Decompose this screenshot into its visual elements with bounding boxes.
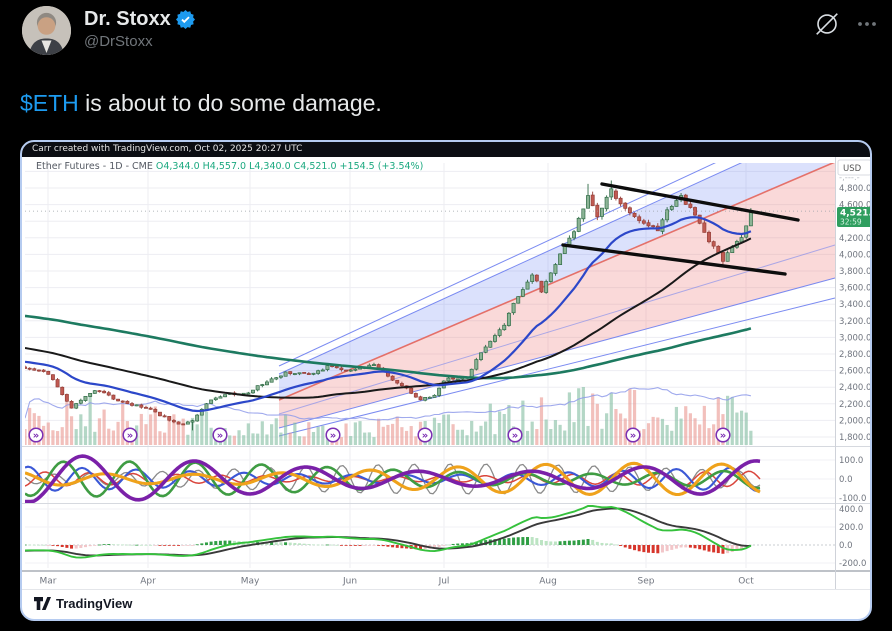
tradingview-watermark-text: TradingView — [56, 596, 133, 611]
svg-text:»: » — [630, 431, 636, 442]
fast-ma — [25, 216, 752, 413]
svg-text:Sep: Sep — [638, 577, 655, 587]
svg-text:»: » — [217, 431, 223, 442]
candlestick-series — [25, 180, 753, 431]
svg-text:3,600.0: 3,600.0 — [839, 284, 870, 294]
svg-text:-100.0: -100.0 — [839, 494, 866, 504]
svg-text:2,600.0: 2,600.0 — [839, 367, 870, 377]
verified-badge-icon — [175, 9, 195, 29]
last-price-badge: 4,521.032:59 — [837, 207, 870, 227]
svg-text:2,800.0: 2,800.0 — [839, 350, 870, 360]
tweet-body: is about to do some damage. — [78, 90, 382, 116]
handle: @DrStoxx — [84, 33, 153, 50]
chart-image[interactable]: Carr created with TradingView.com, Oct 0… — [20, 140, 872, 621]
display-name: Dr. Stoxx — [84, 8, 171, 30]
svg-text:0.0: 0.0 — [839, 475, 853, 485]
avatar[interactable] — [22, 6, 71, 55]
svg-text:»: » — [720, 431, 726, 442]
regression-channel — [278, 163, 836, 437]
svg-text:3,200.0: 3,200.0 — [839, 317, 870, 327]
svg-text:4,200.0: 4,200.0 — [839, 234, 870, 244]
svg-text:200.0: 200.0 — [839, 523, 863, 533]
svg-text:Aug: Aug — [539, 577, 557, 587]
svg-text:-,---.-: -,---.- — [839, 173, 860, 183]
svg-text:4,800.0: 4,800.0 — [839, 184, 870, 194]
grok-icon[interactable] — [814, 11, 840, 37]
chart-banner: Carr created with TradingView.com, Oct 0… — [22, 142, 870, 157]
flag-trendlines — [561, 182, 800, 276]
svg-text:2,200.0: 2,200.0 — [839, 400, 870, 410]
svg-text:Jul: Jul — [438, 577, 450, 587]
svg-text:USD: USD — [843, 164, 862, 174]
svg-text:2,400.0: 2,400.0 — [839, 383, 870, 393]
macd-signal-line — [25, 507, 751, 557]
time-axis[interactable]: Mar Apr May Jun Jul Aug Sep Oct — [40, 577, 755, 587]
svg-text:3,400.0: 3,400.0 — [839, 300, 870, 310]
svg-text:4,521.0: 4,521.0 — [840, 209, 870, 219]
tweet-text: $ETH is about to do some damage. — [20, 89, 872, 117]
macd-histogram — [25, 505, 753, 559]
svg-text:4,600.0: 4,600.0 — [839, 201, 870, 211]
svg-text:»: » — [512, 431, 518, 442]
tweet-header: Dr. Stoxx @DrStoxx — [22, 6, 878, 55]
svg-text:Oct: Oct — [738, 577, 754, 587]
avatar-photo — [22, 6, 71, 55]
symbol-legend: Ether Futures - 1D - CME O4,344.0 H4,557… — [36, 161, 423, 172]
svg-text:May: May — [241, 577, 260, 587]
svg-text:Apr: Apr — [140, 577, 156, 587]
volume-series — [25, 387, 753, 445]
symbol-name: Ether Futures - 1D - CME — [36, 161, 153, 172]
green-cycle — [25, 460, 761, 498]
svg-text:100.0: 100.0 — [839, 456, 863, 466]
ohlc-values: O4,344.0 H4,557.0 L4,340.0 C4,521.0 +154… — [155, 161, 424, 172]
tradingview-logo-icon — [34, 596, 51, 610]
svg-text:0.0: 0.0 — [839, 541, 853, 551]
cashtag-link[interactable]: $ETH — [20, 90, 79, 116]
tweet-actions — [814, 6, 878, 37]
price-axis[interactable]: USD-,---.-4,800.0 4,600.0 4,200.0 4,000.0 3,… — [837, 159, 870, 569]
svg-text:Jun: Jun — [342, 577, 357, 587]
svg-text:3,000.0: 3,000.0 — [839, 333, 870, 343]
svg-text:Mar: Mar — [40, 577, 57, 587]
svg-text:-200.0: -200.0 — [839, 559, 866, 569]
slow-ma — [25, 314, 752, 380]
svg-text:32:59: 32:59 — [840, 218, 862, 227]
macd-line — [25, 505, 752, 559]
svg-text:400.0: 400.0 — [839, 505, 863, 515]
purple-cycle — [25, 454, 761, 503]
svg-text:4,000.0: 4,000.0 — [839, 250, 870, 260]
mid-ma — [25, 237, 752, 399]
moving-averages — [25, 216, 752, 413]
svg-text:3,800.0: 3,800.0 — [839, 267, 870, 277]
svg-text:»: » — [422, 431, 428, 442]
svg-text:2,000.0: 2,000.0 — [839, 416, 870, 426]
contract-roll-markers: » » » » » » » » — [28, 427, 731, 443]
svg-text:1,800.0: 1,800.0 — [839, 433, 870, 443]
svg-text:»: » — [330, 431, 336, 442]
tradingview-chart: » » » » » » » » USD-,---.-4,800.0 4,600.0 4,200.0 4… — [22, 157, 870, 590]
more-icon[interactable] — [856, 13, 878, 35]
svg-text:»: » — [127, 431, 133, 442]
tradingview-watermark: TradingView — [34, 596, 132, 611]
cycle-oscillator-pane — [25, 454, 761, 503]
author-block[interactable]: Dr. Stoxx @DrStoxx — [84, 6, 195, 50]
svg-text:»: » — [33, 431, 39, 442]
